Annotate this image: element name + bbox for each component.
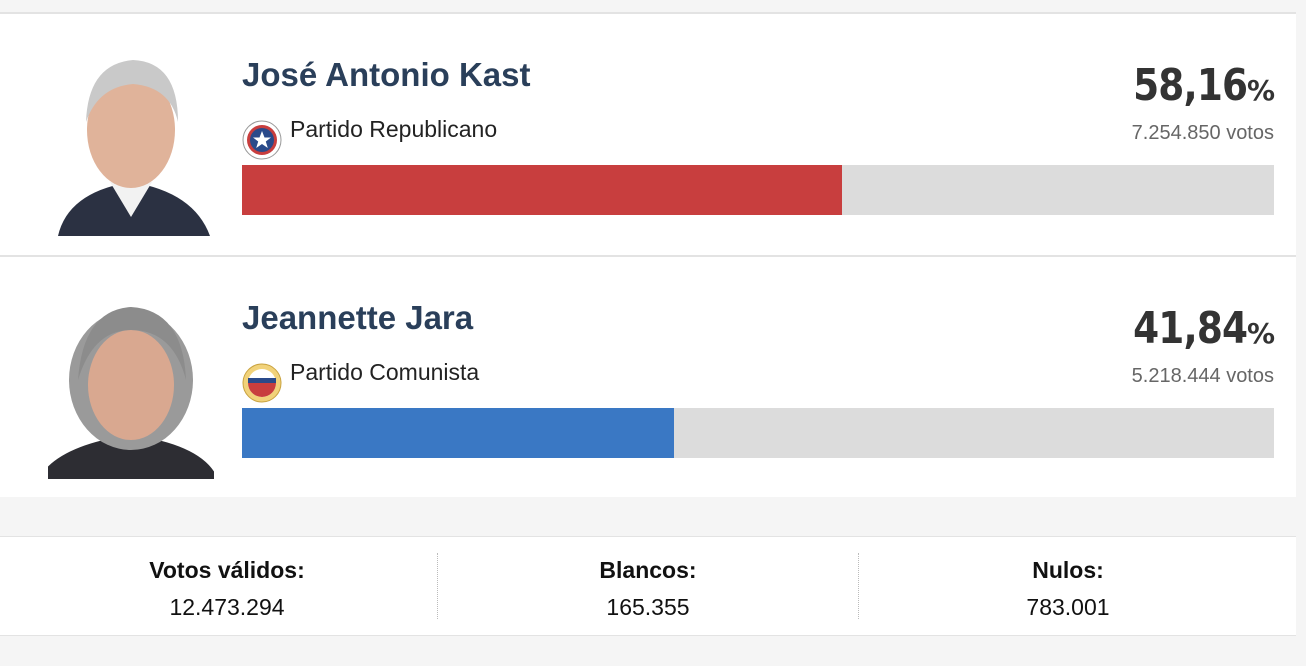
summary-label: Nulos:: [1032, 557, 1104, 583]
summary-label: Votos válidos:: [149, 557, 305, 583]
candidate-row: José Antonio Kast Partido Republicano 58…: [0, 14, 1296, 255]
votes: 5.218.444 votos: [1131, 365, 1274, 387]
party-name: Partido Comunista: [290, 359, 480, 385]
party-name: Partido Republicano: [290, 116, 498, 142]
percent-unit: %: [1246, 317, 1275, 350]
bar: [242, 165, 843, 215]
summary-value: 783.001: [1026, 594, 1110, 620]
party-logo: [242, 363, 282, 403]
summary-label: Blancos:: [599, 557, 697, 583]
candidate-row: Jeannette Jara Partido Comunista 41,84% …: [0, 257, 1296, 498]
percent-unit: %: [1246, 74, 1275, 107]
percent: 41,84%: [1113, 303, 1275, 354]
party-logo: [242, 120, 282, 160]
summary-value: 165.355: [606, 594, 690, 620]
summary-item: Votos válidos: 12.473.294: [12, 537, 442, 635]
votes: 7.254.850 votos: [1131, 122, 1274, 144]
summary-item: Nulos: 783.001: [853, 537, 1283, 635]
candidate-name: Jeannette Jara: [242, 299, 474, 336]
summary-item: Blancos: 165.355: [433, 537, 863, 635]
percent: 58,16%: [1113, 60, 1275, 111]
candidate-photo: [58, 60, 210, 236]
percent-value: 41,84: [1132, 303, 1248, 354]
separator: [858, 553, 859, 619]
results-card: José Antonio Kast Partido Republicano 58…: [0, 12, 1296, 497]
percent-value: 58,16: [1132, 60, 1248, 111]
bar-track: [242, 165, 1274, 215]
summary-value: 12.473.294: [169, 594, 285, 620]
bar: [242, 408, 674, 458]
candidate-photo: [48, 307, 214, 479]
divider: [0, 255, 1296, 257]
candidate-name: José Antonio Kast: [242, 56, 531, 93]
summary-card: Votos válidos: 12.473.294 Blancos: 165.355…: [0, 536, 1296, 636]
bar-track: [242, 408, 1274, 458]
separator: [437, 553, 438, 619]
